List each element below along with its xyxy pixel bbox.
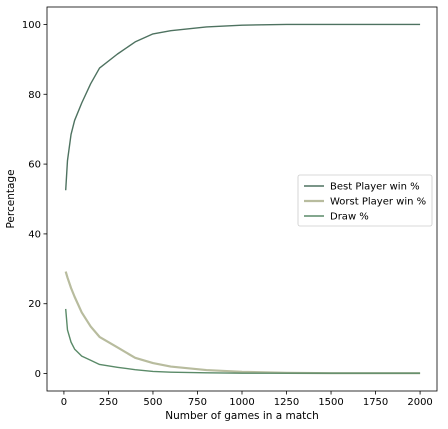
- x-tick-label: 1750: [363, 397, 388, 408]
- y-tick-label: 60: [28, 160, 41, 171]
- x-tick-label: 2000: [407, 397, 432, 408]
- x-tick-label: 250: [99, 397, 118, 408]
- x-tick-label: 500: [143, 397, 162, 408]
- y-tick-label: 0: [35, 369, 41, 380]
- y-axis-ticks: 0 20 40 60 80 100: [22, 20, 47, 380]
- y-tick-label: 20: [28, 299, 41, 310]
- legend: Best Player win % Worst Player win % Draw …: [297, 174, 433, 227]
- series-layer: [64, 23, 421, 375]
- series-line-1: [65, 23, 421, 191]
- y-tick-label: 40: [28, 229, 41, 240]
- series-line-2: [64, 271, 421, 375]
- x-axis-ticks: 0 250 500 750 1000 1250 1500 1750 2000: [61, 391, 433, 408]
- x-tick-label: 0: [61, 397, 67, 408]
- x-tick-label: 1500: [318, 397, 343, 408]
- y-tick-label: 100: [22, 20, 41, 31]
- legend-entry: Worst Player win %: [330, 197, 426, 208]
- y-axis-label: Percentage: [5, 169, 17, 228]
- legend-frame: [297, 174, 433, 227]
- legend-entry: Draw %: [330, 212, 369, 223]
- x-axis-label: Number of games in a match: [165, 410, 318, 422]
- x-tick-label: 1000: [229, 397, 254, 408]
- y-tick-label: 80: [28, 90, 41, 101]
- x-tick-label: 1250: [274, 397, 299, 408]
- legend-entry: Best Player win %: [330, 182, 420, 193]
- series-line-3: [65, 308, 421, 374]
- x-tick-label: 750: [188, 397, 207, 408]
